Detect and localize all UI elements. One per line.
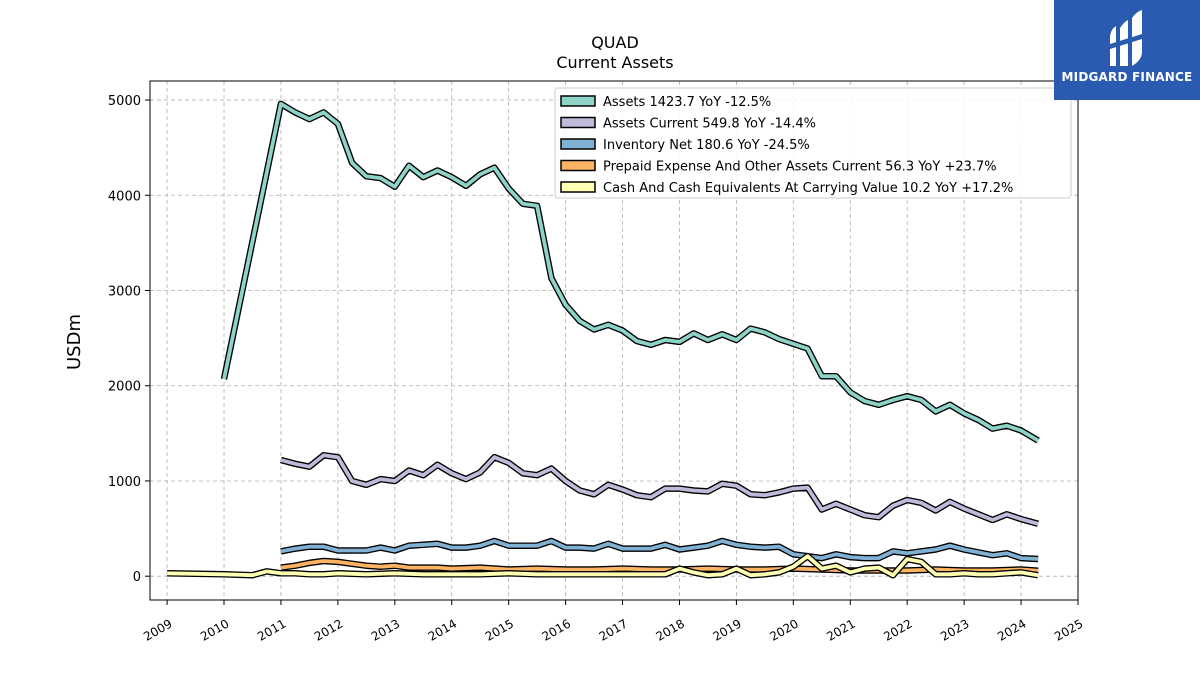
series-line-2 (280, 539, 1039, 561)
y-tick-label: 1000 (108, 475, 141, 490)
x-tick-label: 2014 (426, 616, 459, 643)
logo-mark-icon (1110, 10, 1142, 66)
y-tick-label: 4000 (108, 189, 141, 204)
x-tick-label: 2013 (369, 616, 402, 643)
chart-title: QUAD (591, 33, 639, 52)
series-line-4 (167, 554, 1039, 578)
x-tick-label: 2012 (312, 616, 345, 643)
x-tick-label: 2021 (824, 616, 857, 643)
series-group (167, 100, 1040, 579)
legend-entry-3: Prepaid Expense And Other Assets Current… (603, 160, 997, 175)
legend-entry-2: Inventory Net 180.6 YoY -24.5% (603, 138, 810, 153)
y-tick-label: 3000 (108, 285, 141, 300)
x-tick-label: 2022 (881, 616, 914, 643)
y-axis-label: USDm (64, 314, 85, 370)
x-tick-label: 2015 (483, 616, 516, 643)
logo-text: MIDGARD FINANCE (1061, 70, 1193, 84)
legend: Assets 1423.7 YoY -12.5% Assets Current 5… (554, 87, 1072, 199)
x-axis: 2009 2010 2011 2012 2013 2014 2015 2016 2017 2018… (141, 600, 1086, 644)
legend-swatch-2 (560, 138, 596, 150)
legend-swatch-1 (560, 116, 596, 129)
x-tick-label: 2025 (1052, 616, 1085, 643)
y-tick-label: 0 (133, 570, 141, 585)
x-tick-label: 2023 (938, 616, 971, 643)
x-tick-label: 2017 (597, 616, 630, 643)
y-axis: 0 1000 2000 3000 4000 5000 (108, 94, 150, 585)
x-tick-label: 2019 (710, 616, 743, 643)
x-tick-label: 2011 (255, 616, 288, 643)
brand-logo: MIDGARD FINANCE (1054, 0, 1200, 100)
legend-entry-0: Assets 1423.7 YoY -12.5% (603, 95, 771, 110)
legend-entry-1: Assets Current 549.8 YoY -14.4% (603, 117, 816, 132)
legend-entry-4: Cash And Cash Equivalents At Carrying Va… (603, 181, 1013, 196)
x-tick-label: 2024 (995, 616, 1028, 643)
x-tick-label: 2020 (767, 616, 800, 643)
legend-swatch-4 (560, 181, 596, 193)
y-tick-label: 5000 (108, 94, 141, 109)
plot-frame (149, 80, 1079, 601)
x-tick-label: 2016 (540, 616, 573, 643)
legend-swatch-0 (560, 95, 596, 107)
x-tick-label: 2018 (654, 616, 687, 643)
legend-box (554, 87, 1072, 199)
legend-swatch-3 (560, 159, 596, 172)
y-tick-label: 2000 (108, 380, 141, 395)
chart-subtitle: Current Assets (556, 53, 673, 72)
series-line-1 (280, 453, 1039, 526)
x-tick-label: 2009 (141, 616, 174, 643)
x-tick-label: 2010 (198, 616, 231, 643)
series-line-0 (222, 102, 1040, 443)
